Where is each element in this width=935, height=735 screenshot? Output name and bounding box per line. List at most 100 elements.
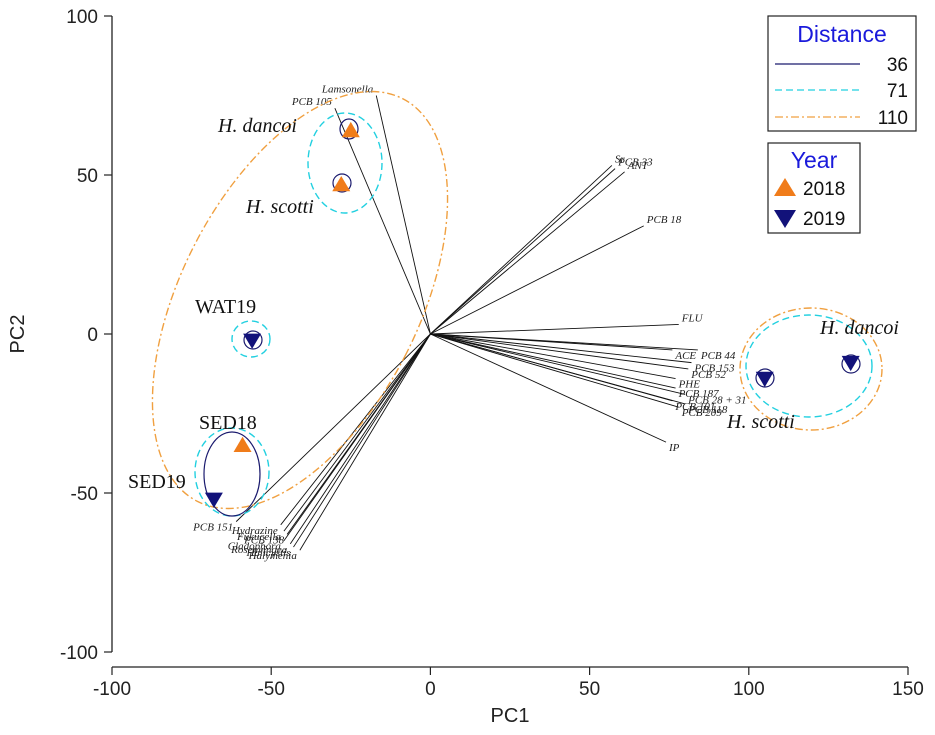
label-sed18: SED18	[199, 412, 257, 434]
y-tick-label: -50	[71, 484, 98, 505]
ellipse-71-sed	[194, 427, 270, 517]
group-labels: H. dancoi H. scotti WAT19 SED18 SED19 H.…	[128, 115, 899, 493]
sample-point	[341, 121, 360, 138]
loading-label: PCB 52	[690, 369, 726, 381]
cluster-ellipses	[151, 90, 883, 517]
loading-vector	[430, 171, 625, 335]
y-axis-label: PC2	[7, 315, 29, 354]
loading-label: PCB 18	[646, 214, 682, 226]
loading-vector	[430, 333, 689, 370]
loading-label: Rosenvingea	[230, 544, 288, 556]
loading-vector	[430, 333, 698, 351]
loading-vector	[430, 333, 676, 389]
loading-label: PHE	[678, 379, 701, 391]
loading-vector	[430, 168, 616, 335]
loading-label: Sr	[615, 153, 626, 165]
ellipse-110-left	[151, 90, 449, 510]
loading-label: PCB 44	[700, 350, 736, 362]
loading-vector	[430, 333, 686, 395]
loading-vector	[334, 108, 431, 335]
ellipse-71-wat19	[231, 320, 271, 358]
loading-vector	[430, 333, 667, 443]
year-legend: Year 2018 2019	[767, 142, 861, 234]
loading-vector	[430, 225, 644, 335]
loading-label: Hydrazine	[231, 525, 278, 537]
loading-vector	[283, 333, 431, 532]
loading-label: FLU	[681, 312, 704, 324]
loading-vector	[293, 333, 431, 548]
loading-label: IP	[668, 442, 680, 454]
sample-point	[332, 175, 351, 192]
label-h-dancoi-top: H. dancoi	[217, 115, 297, 137]
distance-legend-box	[767, 15, 917, 132]
year-legend-text-2018: 2018	[803, 179, 845, 200]
loading-vector	[283, 333, 431, 541]
loading-label: PCB 151	[192, 522, 233, 534]
loading-label: Lamsonella	[321, 84, 374, 96]
x-tick-label: 100	[733, 679, 765, 700]
ellipse-71-right	[745, 314, 873, 418]
loading-label: PCB 187	[678, 388, 720, 400]
loading-vector	[430, 333, 692, 364]
distance-legend-text-36: 36	[887, 55, 908, 76]
ellipse-110-right	[739, 307, 883, 431]
label-h-scotti-right: H. scotti	[726, 411, 795, 433]
loading-vector	[430, 333, 679, 408]
x-tick-label: 50	[579, 679, 600, 700]
sample-point	[233, 436, 252, 453]
label-h-scotti-top: H. scotti	[245, 196, 314, 218]
year-legend-title: Year	[791, 147, 838, 173]
sample-point	[841, 355, 860, 372]
loading-vector	[280, 333, 431, 526]
ellipse-36-dancoi-2018	[339, 118, 359, 140]
loading-label: Cladophora	[228, 541, 282, 553]
sample-point	[204, 492, 223, 508]
x-tick-label: -100	[93, 679, 131, 700]
label-sed19: SED19	[128, 471, 186, 493]
sample-points	[204, 121, 860, 508]
loading-label: Fukucella	[236, 531, 281, 543]
year-legend-marker-2019	[774, 210, 796, 228]
loading-label: Halymenia	[248, 550, 298, 562]
loading-vector	[375, 95, 431, 335]
distance-legend-text-71: 71	[887, 81, 908, 102]
loading-vector	[299, 333, 431, 551]
loading-label: PCB 138	[243, 534, 285, 546]
ellipse-36-dancoi-2019	[841, 354, 861, 374]
x-tick-label: 0	[425, 679, 436, 700]
distance-legend: Distance 36 71 110	[767, 15, 917, 132]
y-tick-label: 0	[87, 325, 98, 346]
year-legend-text-2019: 2019	[803, 209, 845, 230]
label-h-dancoi-right: H. dancoi	[819, 317, 899, 339]
loading-label: ACE	[674, 350, 696, 362]
loading-label: Halicystis	[245, 547, 290, 559]
loading-vector	[289, 333, 431, 545]
loading-label: PCB 28 + 31	[687, 394, 746, 406]
ellipse-36-sed	[203, 431, 261, 517]
sample-point	[755, 371, 774, 388]
y-tick-label: -100	[60, 643, 98, 664]
loading-vector	[430, 165, 613, 335]
loading-label: PCB 118	[687, 404, 728, 416]
loading-vector	[430, 333, 686, 405]
ellipse-36-wat19	[243, 330, 263, 350]
x-tick-label: 150	[892, 679, 924, 700]
ellipse-71-top	[307, 112, 383, 214]
axes: 100 50 0 -50 -100 -100 -50 0 50 100 150 PC1 PC2	[7, 7, 924, 727]
y-tick-label: 100	[66, 7, 98, 28]
loading-vector	[430, 333, 676, 379]
label-wat19: WAT19	[195, 296, 256, 318]
ellipse-36-scotti-2019	[755, 368, 775, 388]
y-tick-label: 50	[77, 166, 98, 187]
x-axis-label: PC1	[491, 705, 530, 727]
year-legend-marker-2018	[774, 178, 796, 196]
loading-vector	[430, 324, 679, 335]
loading-label: ANT	[627, 160, 649, 172]
distance-legend-title: Distance	[797, 21, 886, 47]
ellipse-36-scotti-2018	[332, 173, 352, 193]
loading-label: PCB 153	[693, 363, 735, 375]
x-tick-label: -50	[257, 679, 284, 700]
distance-legend-text-110: 110	[878, 108, 908, 129]
